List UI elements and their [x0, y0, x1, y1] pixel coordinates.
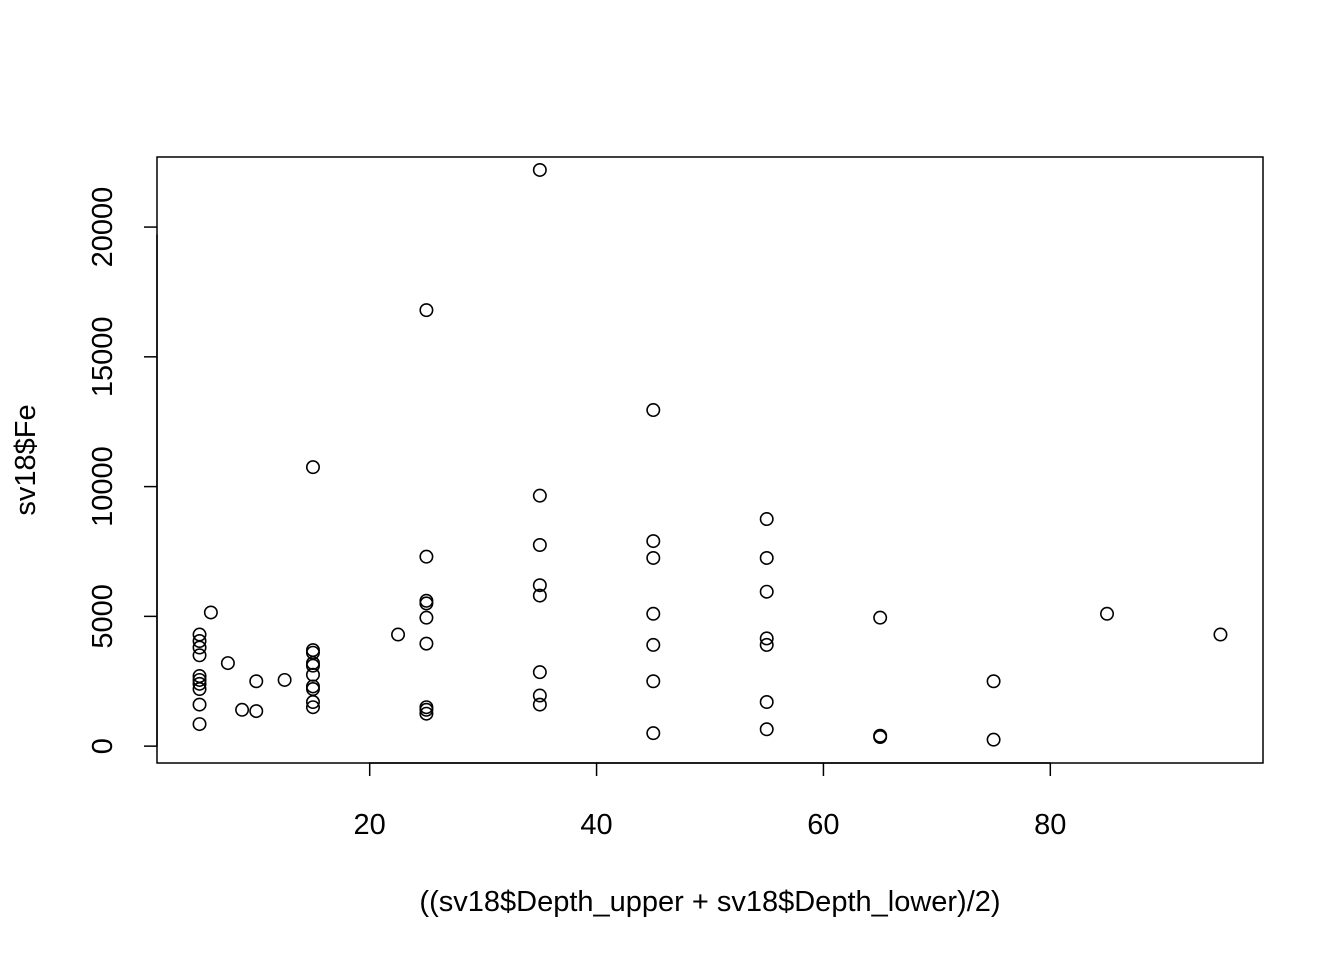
- data-point: [249, 674, 264, 689]
- data-point: [192, 634, 207, 649]
- data-point: [646, 606, 661, 621]
- data-point: [192, 640, 207, 655]
- data-point: [986, 674, 1001, 689]
- x-axis-title: ((sv18$Depth_upper + sv18$Depth_lower)/2…: [419, 886, 1000, 918]
- data-point: [873, 730, 888, 745]
- data-point: [532, 488, 547, 503]
- data-point: [192, 697, 207, 712]
- y-tick-label: 15000: [87, 317, 119, 398]
- data-point: [305, 667, 320, 682]
- x-tick-label: 60: [807, 809, 839, 841]
- x-axis: 20 40 60 80: [354, 762, 1066, 841]
- data-point: [873, 610, 888, 625]
- plot-frame: [156, 156, 1264, 764]
- y-axis: 0 5000 10000 15000 20000: [87, 187, 158, 754]
- data-point: [419, 610, 434, 625]
- data-point: [305, 460, 320, 475]
- data-point: [419, 636, 434, 651]
- data-point: [532, 665, 547, 680]
- data-point: [305, 658, 320, 673]
- data-point: [277, 672, 292, 687]
- data-point: [759, 695, 774, 710]
- data-point: [759, 637, 774, 652]
- data-point: [532, 162, 547, 177]
- data-point: [532, 697, 547, 712]
- data-point: [646, 674, 661, 689]
- data-point: [305, 700, 320, 715]
- data-point: [305, 695, 320, 710]
- data-point: [759, 550, 774, 565]
- data-point: [192, 676, 207, 691]
- data-point: [391, 627, 406, 642]
- data-point: [646, 726, 661, 741]
- x-tick-label: 40: [580, 809, 612, 841]
- data-point: [419, 706, 434, 721]
- x-tick-label: 80: [1034, 809, 1066, 841]
- data-point: [192, 672, 207, 687]
- data-point: [759, 512, 774, 527]
- data-point: [249, 704, 264, 719]
- data-point: [646, 403, 661, 418]
- x-tick-label: 20: [354, 809, 386, 841]
- y-tick-label: 5000: [87, 584, 119, 649]
- y-tick-label: 0: [87, 738, 119, 754]
- data-point: [220, 656, 235, 671]
- data-point: [1100, 606, 1115, 621]
- data-point: [419, 596, 434, 611]
- y-tick-label: 20000: [87, 187, 119, 268]
- data-point: [419, 702, 434, 717]
- data-point: [646, 637, 661, 652]
- y-axis-title: sv18$Fe: [10, 404, 42, 515]
- data-point: [986, 732, 1001, 747]
- data-point: [532, 578, 547, 593]
- data-points: [192, 162, 1228, 747]
- data-point: [646, 534, 661, 549]
- data-point: [646, 550, 661, 565]
- data-point: [1213, 627, 1228, 642]
- data-point: [419, 549, 434, 564]
- y-tick-label: 10000: [87, 446, 119, 527]
- data-point: [532, 537, 547, 552]
- data-point: [759, 584, 774, 599]
- data-point: [759, 631, 774, 646]
- data-point: [192, 682, 207, 697]
- data-point: [532, 588, 547, 603]
- data-point: [235, 702, 250, 717]
- data-point: [192, 648, 207, 663]
- data-point: [759, 722, 774, 737]
- data-point: [203, 605, 218, 620]
- data-point: [192, 717, 207, 732]
- data-point: [419, 303, 434, 318]
- data-point: [532, 688, 547, 703]
